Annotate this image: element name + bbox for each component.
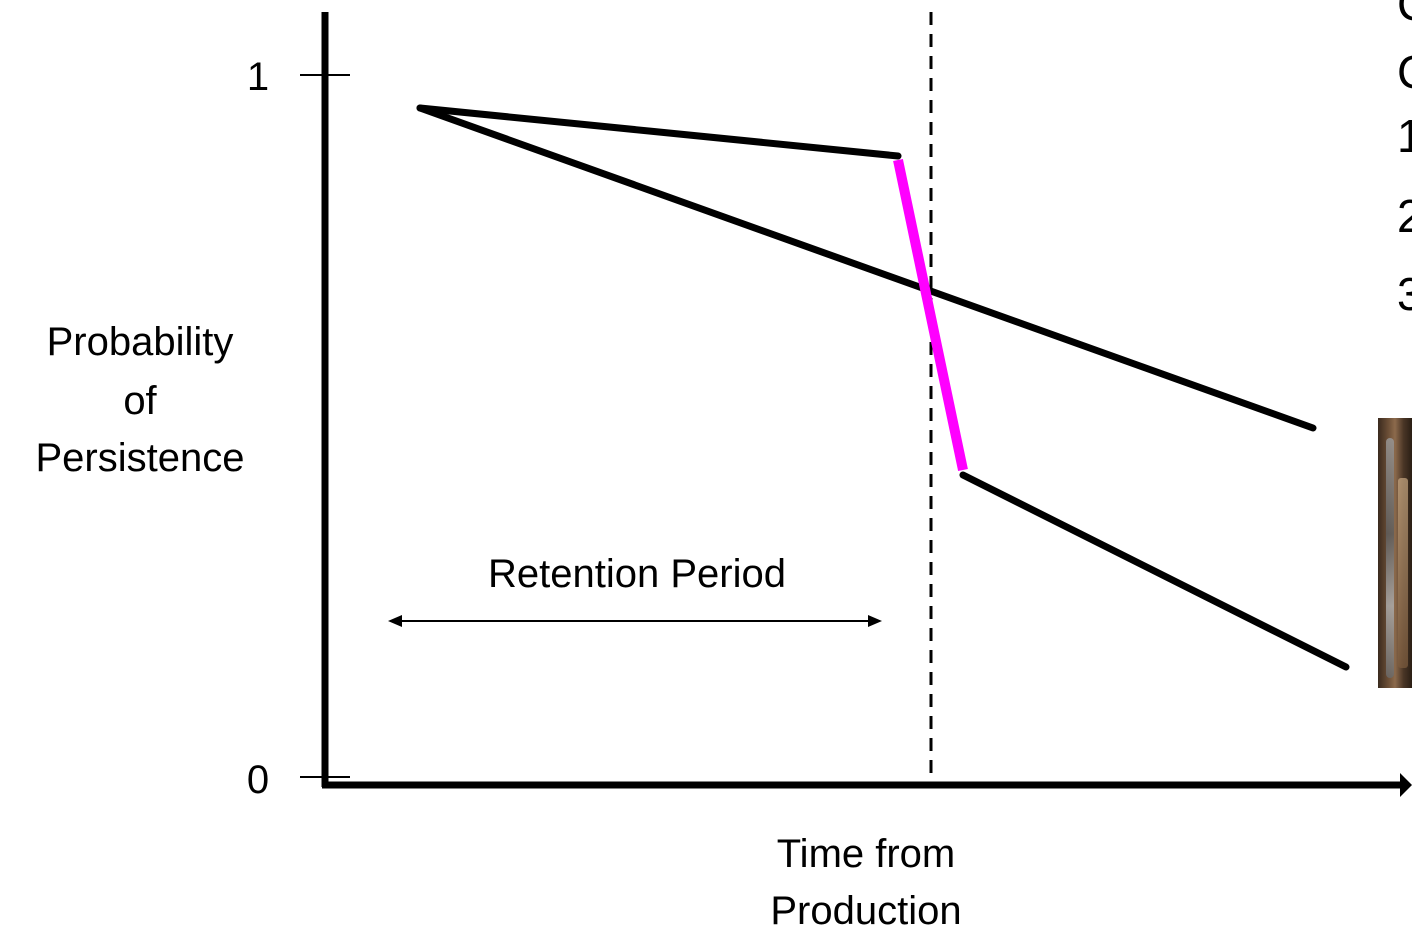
upper-curve-segment [416, 104, 902, 160]
y-axis-label-line-3: Persistence [36, 436, 245, 480]
cropped-side-text-2: 1 [1397, 110, 1412, 162]
cropped-side-text-3: 2 [1397, 190, 1412, 242]
inset-photo [1378, 418, 1412, 688]
x-axis-label-line-1: Time from [777, 832, 956, 876]
x-axis-arrowhead [1400, 773, 1412, 797]
cropped-side-text-4: 3 [1397, 268, 1412, 320]
y-axis-label-line-2: of [123, 379, 157, 423]
retention-arrowhead-left [388, 615, 402, 627]
retention-arrowhead-right [868, 615, 882, 627]
drop-highlight-segment [893, 158, 968, 472]
y-tick-label-1: 1 [247, 55, 269, 99]
y-tick-label-0: 0 [247, 758, 269, 802]
cropped-side-text-1: C [1397, 46, 1412, 98]
x-axis-label-line-2: Production [770, 889, 961, 930]
baseline-curve [416, 104, 1317, 432]
lower-curve-segment [959, 471, 1350, 671]
retention-period-label: Retention Period [488, 552, 786, 596]
y-axis-label-line-1: Probability [47, 320, 234, 364]
cropped-side-text-0: C [1397, 0, 1412, 30]
